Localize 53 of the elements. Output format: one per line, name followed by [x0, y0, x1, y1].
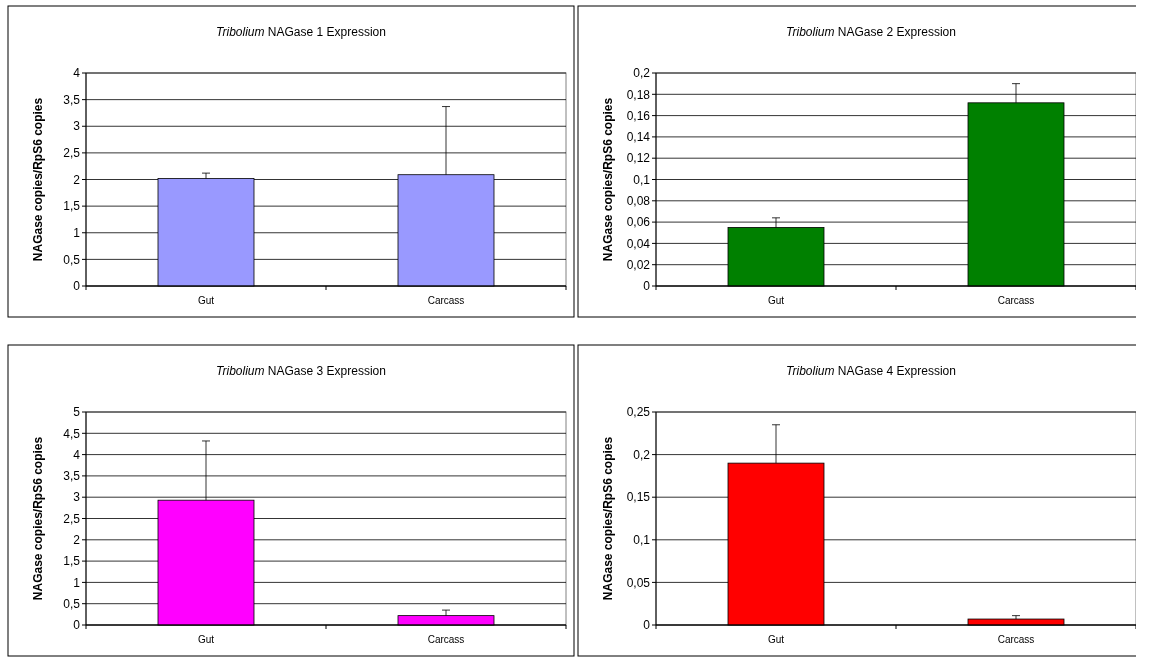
- y-axis-title: NAGase copies/RpS6 copies: [31, 97, 45, 262]
- y-tick-label: 0,06: [626, 215, 651, 230]
- y-tick-label: 3,5: [63, 469, 81, 484]
- y-tick-label: 0,5: [63, 252, 81, 267]
- chart-title: Tribolium NAGase 2 Expression: [786, 25, 956, 39]
- y-axis-title: NAGase copies/RpS6 copies: [601, 436, 615, 601]
- y-tick-label: 0,18: [626, 87, 651, 102]
- x-tick-label: Carcass: [997, 634, 1035, 645]
- y-axis-title: NAGase copies/RpS6 copies: [601, 97, 615, 262]
- y-tick-label: 0,16: [626, 108, 651, 123]
- y-tick-label: 0,15: [626, 490, 651, 505]
- y-tick-label: 1,5: [63, 199, 81, 214]
- y-tick-label: 2: [73, 533, 81, 547]
- y-tick-label: 1: [73, 575, 81, 590]
- y-tick-label: 2,5: [63, 146, 81, 161]
- y-tick-label: 0,08: [626, 194, 651, 208]
- y-tick-label: 0,12: [626, 151, 651, 166]
- y-tick-label: 1,5: [63, 554, 81, 569]
- y-tick-label: 3: [73, 119, 81, 134]
- y-tick-label: 0,04: [626, 236, 651, 251]
- y-tick-label: 0,14: [626, 130, 651, 145]
- y-tick-label: 2: [73, 172, 81, 187]
- y-tick-label: 3: [73, 490, 81, 505]
- y-tick-label: 4: [73, 66, 81, 81]
- x-tick-label: Gut: [197, 295, 215, 306]
- y-tick-label: 4: [73, 447, 81, 462]
- y-tick-label: 0: [643, 618, 651, 633]
- y-tick-label: 0: [643, 279, 651, 294]
- x-tick-label: Gut: [197, 634, 215, 645]
- x-tick-label: Gut: [767, 634, 785, 645]
- y-axis-title: NAGase copies/RpS6 copies: [31, 436, 45, 601]
- y-tick-label: 4,5: [63, 426, 81, 441]
- x-tick-label: Carcass: [427, 634, 465, 645]
- x-tick-label: Carcass: [427, 295, 465, 306]
- y-tick-label: 0,05: [626, 575, 651, 590]
- x-tick-label: Carcass: [997, 295, 1035, 306]
- y-tick-label: 5: [73, 405, 81, 420]
- y-tick-label: 0,5: [63, 596, 81, 611]
- y-tick-label: 0,1: [633, 172, 651, 187]
- y-tick-label: 2,5: [63, 511, 81, 526]
- x-tick-label: Gut: [767, 295, 785, 306]
- y-tick-label: 0,2: [633, 66, 651, 81]
- chart-title: Tribolium NAGase 4 Expression: [786, 364, 956, 378]
- y-tick-label: 0,02: [626, 257, 651, 272]
- y-tick-label: 0,1: [633, 533, 651, 547]
- y-tick-label: 0: [73, 279, 81, 294]
- y-tick-label: 1: [73, 225, 81, 240]
- y-tick-label: 0: [73, 618, 81, 633]
- y-tick-label: 0,2: [633, 447, 651, 462]
- chart-title: Tribolium NAGase 3 Expression: [216, 364, 386, 378]
- y-tick-label: 0,25: [626, 405, 651, 420]
- chart-title: Tribolium NAGase 1 Expression: [216, 25, 386, 39]
- y-tick-label: 3,5: [63, 92, 81, 107]
